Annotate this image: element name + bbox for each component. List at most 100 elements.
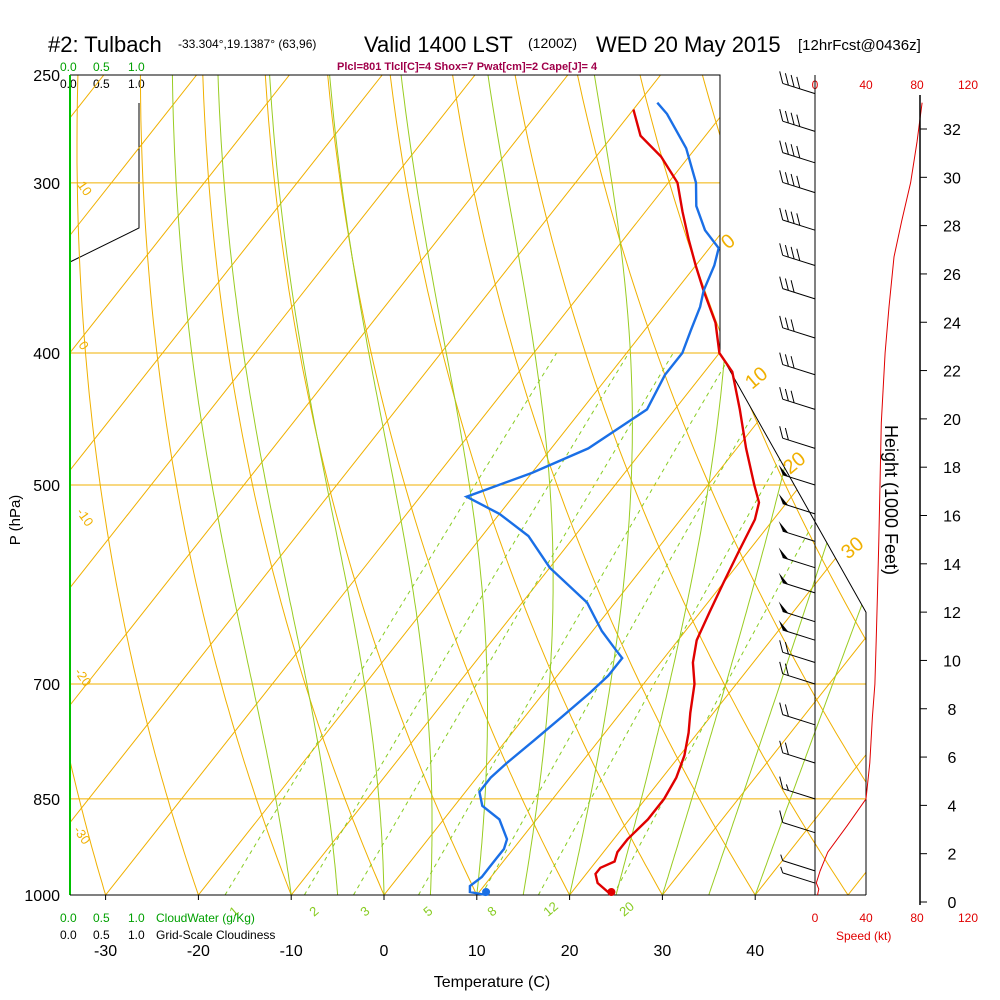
wind-barb [779, 109, 816, 132]
wind-barb-staff [782, 629, 816, 641]
x-tick-label: -30 [94, 943, 117, 960]
wind-barb-feather [779, 352, 784, 365]
wind-barb-half-feather [780, 854, 784, 861]
wind-barb-staff [782, 437, 816, 449]
isotherm-line [754, 75, 866, 895]
speed-tick-label-bottom: 0 [812, 911, 819, 925]
wind-barb-staff [782, 530, 816, 542]
wind-barb-staff [782, 860, 816, 872]
wind-barb-staff [782, 822, 816, 834]
wind-barb-feather [784, 172, 789, 185]
x-tick-label: 10 [468, 943, 486, 960]
speed-tick-label-bottom: 80 [910, 911, 924, 925]
cloudwater-scale-label-bottom: 0.5 [93, 911, 110, 925]
dry-adiabat-line [452, 75, 756, 895]
wind-barb-feather [784, 244, 789, 258]
wind-barb [778, 493, 816, 515]
wind-barb-staff [782, 582, 816, 594]
mixing-ratio-line [353, 352, 674, 895]
wind-barb-feather [790, 74, 795, 88]
wind-barb [779, 740, 816, 764]
cloudwater-scale-label-bottom: 1.0 [128, 911, 145, 925]
moist-adiabat-line [487, 75, 554, 895]
forecast-hour: [12hrFcst@0436z] [798, 37, 921, 54]
wind-speed-profile [815, 102, 923, 896]
height-tick-label: 30 [943, 170, 961, 187]
wind-barb [779, 810, 816, 834]
wind-barb-pennant [778, 493, 789, 506]
surface-dewpoint-dot [482, 888, 491, 896]
cloudiness-scale-label-bottom: 0.0 [60, 928, 77, 942]
dry-adiabat-line [264, 75, 478, 895]
wind-barb-pennant [778, 547, 789, 560]
isotherm-label: -30 [71, 823, 94, 847]
cloudwater-scale-label: 0.0 [60, 60, 77, 74]
dry-adiabat-line [826, 75, 866, 895]
wind-barb-feather [790, 211, 795, 224]
dry-adiabat-line [70, 75, 107, 895]
mixing-ratio-line [303, 352, 630, 895]
cloudwater-scale-label: 1.0 [128, 60, 145, 74]
dry-adiabat-line [139, 75, 292, 895]
wind-barb-staff [782, 327, 816, 339]
mixing-ratio-label: 12 [540, 899, 561, 920]
mixing-ratio-line [612, 352, 866, 895]
moist-adiabat-line [171, 75, 292, 895]
dry-adiabat-line [327, 75, 571, 895]
y-tick-label: 300 [33, 176, 60, 193]
x-tick-label: 0 [380, 943, 389, 960]
height-tick-label: 26 [943, 267, 961, 284]
isotherm-label: -20 [72, 665, 95, 689]
wind-barb-feather [790, 173, 795, 187]
mixing-ratio-line [537, 352, 841, 895]
wind-barb-feather [784, 641, 789, 655]
wind-barb-feather [784, 704, 789, 717]
height-tick-label: 22 [943, 364, 961, 381]
wind-barb [778, 601, 816, 623]
moist-adiabat-line [269, 75, 385, 895]
wind-barb-staff [782, 364, 816, 376]
wind-barb-column: 0 0 40 40 80 80 120 120 [778, 71, 978, 925]
wind-barb-feather [779, 640, 784, 653]
x-tick-label: -20 [187, 943, 210, 960]
station-coords: -33.304°,19.1387° (63,96) [178, 37, 316, 51]
x-tick-label: -10 [280, 943, 303, 960]
wind-barb-feather [779, 140, 784, 153]
wind-barb-feather [779, 740, 784, 753]
wind-barb [779, 426, 816, 449]
x-tick-label: 40 [746, 943, 764, 960]
height-tick-label: 10 [943, 653, 961, 670]
wind-barb [779, 71, 816, 95]
x-axis-title: Temperature (C) [434, 974, 550, 991]
wind-barb-feather [779, 426, 784, 439]
cloudiness-legend: Grid-Scale Cloudiness [156, 928, 275, 942]
wind-barb-feather [779, 243, 784, 256]
speed-axis-title: Speed (kt) [836, 929, 891, 943]
wind-barb-feather [784, 427, 789, 441]
height-tick-label: 14 [943, 557, 961, 574]
height-tick-label: 16 [943, 509, 961, 526]
surface-temperature-dot [607, 888, 616, 896]
wind-barb [779, 140, 816, 164]
wind-barb-staff [782, 611, 816, 623]
isotherm-line [941, 75, 1000, 895]
temperature-line [594, 109, 761, 896]
isotherm-label: 30 [837, 533, 868, 564]
valid-time: Valid 1400 LST [364, 32, 513, 57]
wind-barb [779, 243, 816, 266]
wind-barb-feather [790, 390, 795, 403]
speed-tick-label-top: 120 [958, 78, 978, 92]
y-tick-label: 500 [33, 478, 60, 495]
dry-adiabat-line [389, 75, 663, 895]
cloudiness-profile [69, 103, 140, 263]
wind-barb-feather [784, 110, 789, 124]
dry-adiabat-line [76, 75, 199, 895]
wind-barb [779, 661, 816, 685]
wind-barb-feather [790, 112, 795, 125]
height-tick-label: 32 [943, 122, 961, 139]
wind-barb-feather [779, 109, 784, 122]
wind-barb-staff [782, 398, 816, 410]
height-tick-label: 18 [943, 460, 961, 477]
moist-adiabat-line [217, 75, 339, 895]
